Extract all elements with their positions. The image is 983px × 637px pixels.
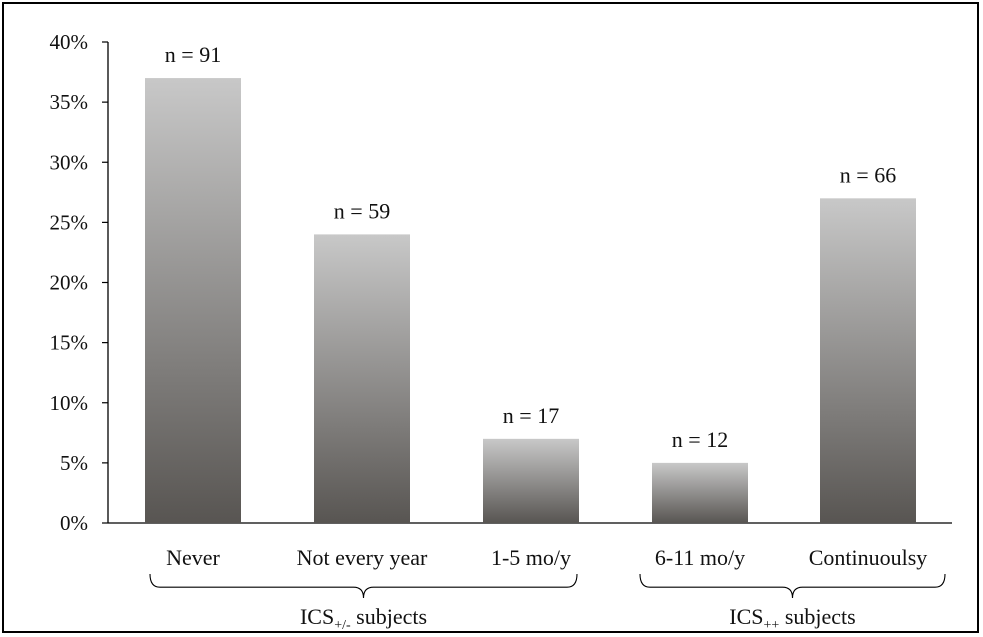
y-tick-label: 10% xyxy=(50,391,89,415)
category-label: Not every year xyxy=(297,545,428,570)
category-label: 1-5 mo/y xyxy=(491,545,571,570)
bars xyxy=(145,78,916,523)
y-tick-label: 30% xyxy=(50,150,89,174)
data-label: n = 91 xyxy=(165,42,221,67)
bar xyxy=(483,438,579,523)
y-tick-label: 40% xyxy=(50,30,89,54)
data-label: n = 12 xyxy=(672,427,728,452)
category-labels: Never Not every year 1-5 mo/y 6-11 mo/y Cont… xyxy=(166,545,927,570)
data-labels: n = 91 n = 59 n = 17 n = 12 n = 66 xyxy=(165,42,896,452)
category-label: Continuoulsy xyxy=(809,545,928,570)
group-label: ICS++ subjects xyxy=(729,604,855,633)
y-tick-label: 25% xyxy=(50,210,89,234)
data-label: n = 66 xyxy=(840,162,896,187)
y-tick-label: 5% xyxy=(60,451,88,475)
category-label: Never xyxy=(166,545,220,570)
y-tick-label: 15% xyxy=(50,331,89,355)
category-label: 6-11 mo/y xyxy=(655,545,745,570)
group-brackets: ICS+/- subjects ICS++ subjects xyxy=(149,573,946,633)
y-tick-label: 0% xyxy=(60,511,88,535)
data-label: n = 59 xyxy=(334,198,390,223)
y-tick-label: 20% xyxy=(50,271,89,295)
bar xyxy=(820,198,916,523)
group-label: ICS+/- subjects xyxy=(300,604,427,633)
group-bracket xyxy=(639,573,946,599)
y-axis-ticks: 0% 5% 10% 15% 20% 25% 30% 35% 40% xyxy=(50,30,108,535)
data-label: n = 17 xyxy=(503,403,559,428)
bar xyxy=(314,234,410,523)
bar xyxy=(652,462,748,523)
group-bracket xyxy=(149,573,578,599)
y-tick-label: 35% xyxy=(50,90,89,114)
bar xyxy=(145,78,241,523)
